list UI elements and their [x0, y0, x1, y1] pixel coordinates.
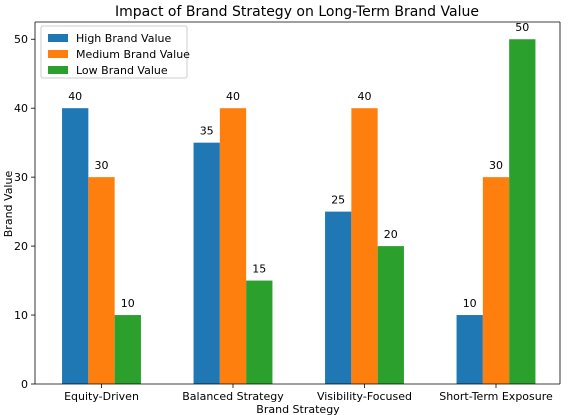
- chart-title: Impact of Brand Strategy on Long-Term Br…: [115, 4, 479, 20]
- legend-label-medium-brand-value: Medium Brand Value: [76, 48, 190, 61]
- legend-swatch-low-brand-value: [48, 66, 68, 74]
- data-label-high-brand-value-balanced-strategy: 35: [200, 125, 214, 138]
- x-axis-label: Brand Strategy: [256, 403, 340, 415]
- data-label-medium-brand-value-balanced-strategy: 40: [226, 90, 240, 103]
- legend-swatch-high-brand-value: [48, 34, 68, 42]
- bar-high-brand-value-visibility-focused: [325, 211, 352, 384]
- y-tick-label-30: 30: [14, 171, 28, 184]
- bar-medium-brand-value-equity-driven: [88, 177, 115, 384]
- data-label-high-brand-value-equity-driven: 40: [68, 90, 82, 103]
- legend: High Brand Value Medium Brand Value Low Br…: [40, 25, 190, 79]
- y-tick-label-10: 10: [14, 309, 28, 322]
- data-label-low-brand-value-short-term-exposure: 50: [515, 21, 529, 34]
- bar-high-brand-value-equity-driven: [62, 108, 89, 384]
- y-tick-label-50: 50: [14, 33, 28, 46]
- bar-medium-brand-value-short-term-exposure: [482, 177, 510, 384]
- bar-high-brand-value-balanced-strategy: [193, 142, 220, 384]
- bar-high-brand-value-short-term-exposure: [456, 315, 483, 384]
- legend-label-high-brand-value: High Brand Value: [76, 32, 171, 45]
- x-tick-label-visibility-focused: Visibility-Focused: [317, 390, 412, 403]
- legend-box: [40, 25, 188, 79]
- x-tick-label-equity-driven: Equity-Driven: [64, 390, 139, 403]
- bar-low-brand-value-short-term-exposure: [509, 39, 536, 384]
- data-label-medium-brand-value-short-term-exposure: 30: [489, 159, 503, 172]
- bar-low-brand-value-visibility-focused: [377, 246, 404, 384]
- y-tick-label-0: 0: [21, 378, 28, 391]
- x-tick-label-balanced-strategy: Balanced Strategy: [182, 390, 284, 403]
- y-axis-label: Brand Value: [2, 171, 15, 238]
- y-tick-label-20: 20: [14, 240, 28, 253]
- y-tick-label-40: 40: [14, 102, 28, 115]
- legend-swatch-medium-brand-value: [48, 50, 68, 58]
- bar-low-brand-value-equity-driven: [114, 315, 141, 384]
- x-tick-label-short-term-exposure: Short-Term Exposure: [439, 390, 553, 403]
- legend-label-low-brand-value: Low Brand Value: [76, 64, 168, 77]
- plot-area: 40 35 25 10 30 40 40 30 10 15 20 50 0 10 20 30 40 50 Equit…: [14, 21, 561, 403]
- data-label-low-brand-value-balanced-strategy: 15: [252, 263, 266, 276]
- bar-medium-brand-value-balanced-strategy: [219, 108, 247, 384]
- data-label-medium-brand-value-equity-driven: 30: [95, 159, 109, 172]
- data-label-high-brand-value-visibility-focused: 25: [331, 194, 345, 207]
- data-label-low-brand-value-visibility-focused: 20: [384, 228, 398, 241]
- bar-medium-brand-value-visibility-focused: [351, 108, 378, 384]
- bar-low-brand-value-balanced-strategy: [246, 280, 273, 384]
- data-label-medium-brand-value-visibility-focused: 40: [358, 90, 372, 103]
- data-label-high-brand-value-short-term-exposure: 10: [463, 297, 477, 310]
- data-label-low-brand-value-equity-driven: 10: [121, 297, 135, 310]
